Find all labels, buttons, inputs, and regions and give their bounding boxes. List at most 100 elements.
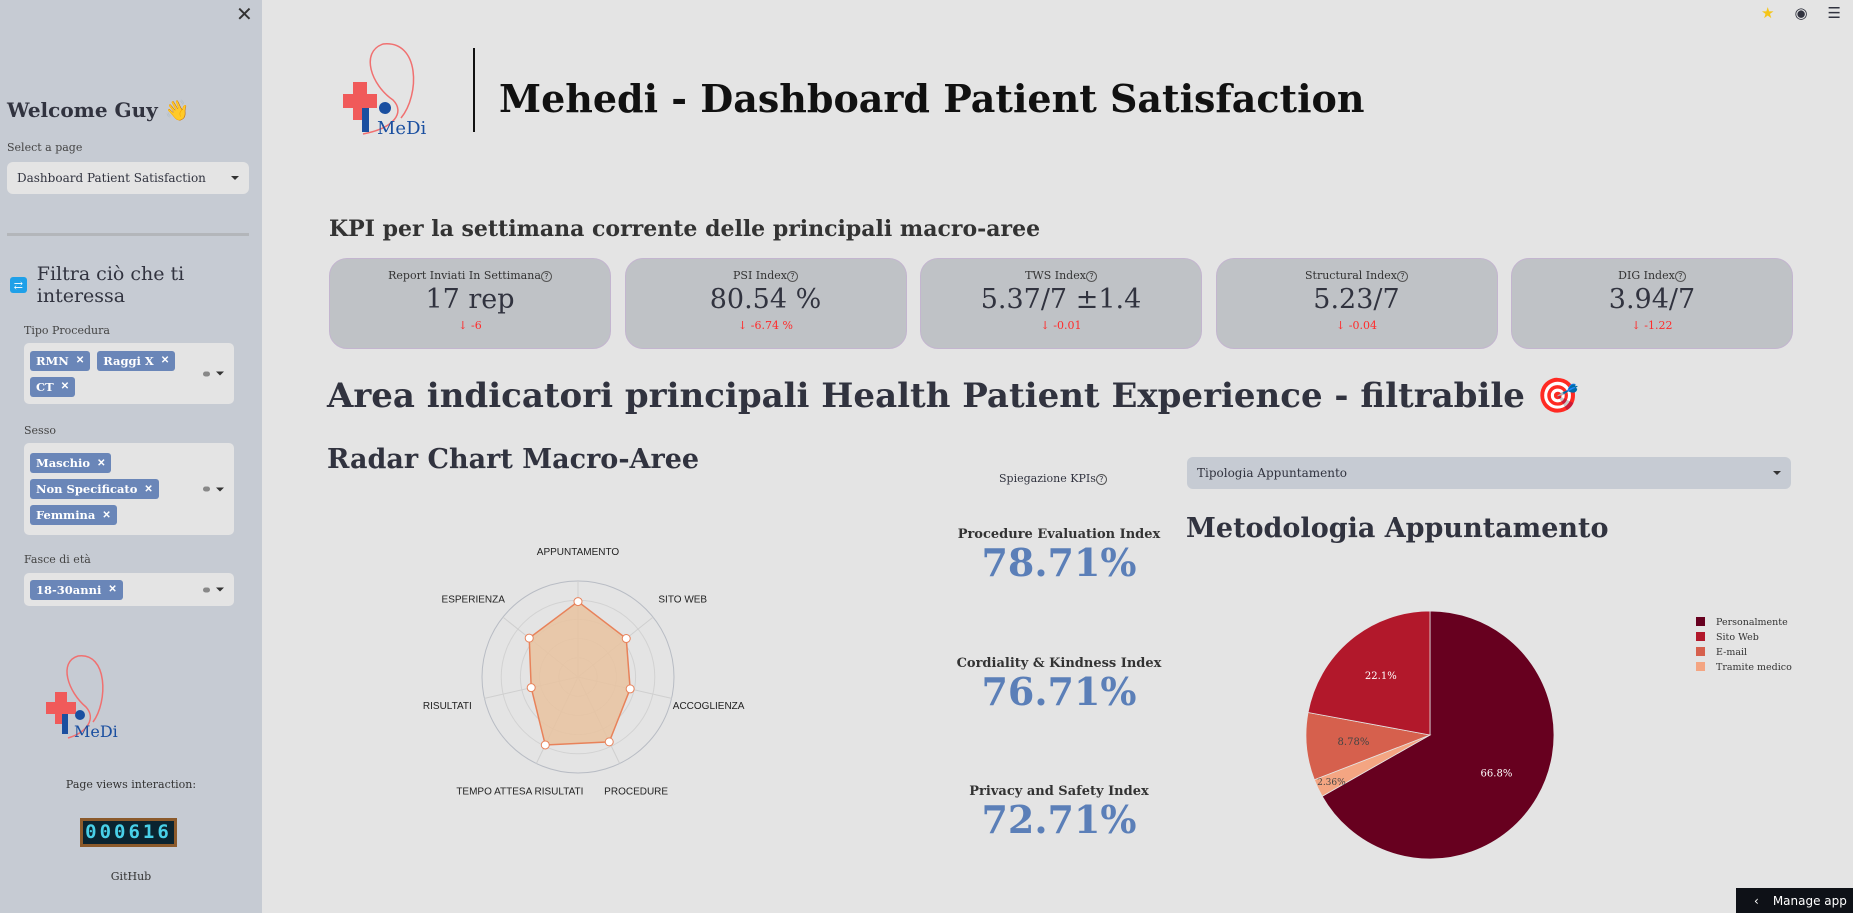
tag-label: Non Specificato xyxy=(36,482,138,496)
kpi-card: PSI Index? 80.54 % ↓ -6.74 % xyxy=(624,258,907,349)
tag-label: Maschio xyxy=(36,456,91,470)
kpi-value: 17 rep xyxy=(425,284,515,315)
arrow-down-icon: ↓ xyxy=(738,319,751,332)
kpi-card: DIG Index? 3.94/7 ↓ -1.22 xyxy=(1511,258,1793,349)
kpi-delta-value: -1.22 xyxy=(1644,319,1673,332)
filter-multiselect[interactable]: RMN ✕ Raggi X ✕ CT ✕ xyxy=(24,343,234,404)
radar-axis-label: APPUNTAMENTO xyxy=(537,547,620,558)
arrow-down-icon: ↓ xyxy=(458,319,471,332)
radar-point xyxy=(526,683,536,693)
kpi-label: DIG Index xyxy=(1618,269,1675,282)
pie-slice-label: 8.78% xyxy=(1338,737,1370,748)
header-divider xyxy=(473,48,475,132)
filter-multiselect[interactable]: Maschio ✕ Non Specificato ✕ Femmina ✕ xyxy=(24,443,234,535)
star-icon[interactable]: ★ xyxy=(1761,4,1775,22)
clear-icon[interactable] xyxy=(203,486,210,492)
filter-tag[interactable]: Raggi X ✕ xyxy=(97,350,176,371)
kpi-delta: ↓ -6.74 % xyxy=(626,319,906,332)
chevron-down-icon xyxy=(231,176,239,180)
metodologia-heading: Metodologia Appuntamento xyxy=(1186,513,1609,544)
help-icon[interactable]: ? xyxy=(540,270,552,282)
kpi-explanation[interactable]: Spiegazione KPIs? xyxy=(999,472,1107,485)
pie-slice xyxy=(1307,610,1431,736)
svg-text:MeDi: MeDi xyxy=(74,722,118,741)
filter-tag[interactable]: Femmina ✕ xyxy=(30,505,117,525)
page-views-label: Page views interaction: xyxy=(65,778,197,791)
filter-tag[interactable]: Maschio ✕ xyxy=(30,453,112,473)
kpi-delta-value: -6 xyxy=(471,319,482,332)
filter-tag[interactable]: 18-30anni ✕ xyxy=(30,579,123,600)
kpi-heading: KPI per la settimana corrente delle prin… xyxy=(329,216,1041,242)
remove-tag-icon[interactable]: ✕ xyxy=(108,584,117,595)
filter-label: Sesso xyxy=(24,424,56,437)
radar-axis-label: RISULTATI xyxy=(423,701,472,712)
chevron-down-icon[interactable] xyxy=(216,487,224,491)
chevron-down-icon xyxy=(1773,471,1781,475)
tipologia-select[interactable]: Tipologia Appuntamento xyxy=(1187,457,1791,489)
kpi-value: 5.37/7 ±1.4 xyxy=(980,284,1142,315)
radar-axis-label: TEMPO ATTESA RISULTATI xyxy=(456,787,583,798)
remove-tag-icon[interactable]: ✕ xyxy=(97,457,106,469)
clear-icon[interactable] xyxy=(203,587,210,592)
index-block: Cordiality & Kindness Index 76.71% xyxy=(929,656,1189,713)
tag-label: 18-30anni xyxy=(36,582,102,597)
index-block: Privacy and Safety Index 72.71% xyxy=(929,784,1189,841)
kpi-delta: ↓ -6 xyxy=(330,319,610,332)
select-page-label: Select a page xyxy=(7,141,83,154)
radar-point xyxy=(621,634,631,644)
logo-text: MeDi xyxy=(377,118,427,138)
index-label: Procedure Evaluation Index xyxy=(957,527,1161,542)
page-select-value: Dashboard Patient Satisfaction xyxy=(17,171,206,185)
legend-label: Personalmente xyxy=(1716,617,1788,628)
remove-tag-icon[interactable]: ✕ xyxy=(160,355,170,366)
help-icon[interactable]: ? xyxy=(1095,473,1107,485)
divider xyxy=(7,233,249,236)
remove-tag-icon[interactable]: ✕ xyxy=(144,483,153,495)
arrow-down-icon: ↓ xyxy=(1336,319,1349,332)
page-select[interactable]: Dashboard Patient Satisfaction xyxy=(7,162,249,194)
radar-point xyxy=(524,633,534,643)
tag-label: Femmina xyxy=(36,508,96,522)
filter-tag[interactable]: CT ✕ xyxy=(30,376,76,397)
legend-label: Sito Web xyxy=(1716,632,1759,643)
pie-slice xyxy=(1321,610,1555,860)
radar-point xyxy=(604,737,614,747)
radar-axis-label: ESPERIENZA xyxy=(442,594,506,605)
pie-slice-label: 22.1% xyxy=(1365,671,1397,682)
filter-heading-text: Filtra ciò che ti interessa xyxy=(36,263,185,307)
github-icon[interactable]: ◉ xyxy=(1794,4,1808,22)
filter-multiselect[interactable]: 18-30anni ✕ xyxy=(24,573,234,606)
pie-slice-label: 2.36% xyxy=(1317,778,1346,788)
github-link[interactable]: GitHub xyxy=(110,870,152,883)
help-icon[interactable]: ? xyxy=(1674,270,1686,282)
page-title: Mehedi - Dashboard Patient Satisfaction xyxy=(499,76,1365,121)
remove-tag-icon[interactable]: ✕ xyxy=(102,509,111,521)
kpi-delta-value: -0.04 xyxy=(1348,319,1377,332)
arrow-down-icon: ↓ xyxy=(1631,319,1645,332)
kpi-label: PSI Index xyxy=(733,269,787,282)
kpi-label: Structural Index xyxy=(1305,269,1397,282)
legend-label: E-mail xyxy=(1716,647,1747,658)
menu-icon[interactable]: ☰ xyxy=(1827,4,1841,22)
help-icon[interactable]: ? xyxy=(786,270,798,282)
filter-tag[interactable]: Non Specificato ✕ xyxy=(30,479,159,499)
medi-logo: MeDi xyxy=(46,655,118,741)
close-icon[interactable]: ✕ xyxy=(236,2,253,26)
help-icon[interactable]: ? xyxy=(1085,270,1097,282)
repeat-icon: ⇄ xyxy=(10,277,27,293)
chevron-down-icon[interactable] xyxy=(216,371,224,376)
kpi-card: Report Inviati In Settimana? 17 rep ↓ -6 xyxy=(329,258,611,349)
help-icon[interactable]: ? xyxy=(1396,270,1408,282)
chevron-down-icon[interactable] xyxy=(216,587,224,592)
kpi-card: TWS Index? 5.37/7 ±1.4 ↓ -0.01 xyxy=(920,258,1202,349)
radar-axis-label: ACCOGLIENZA xyxy=(673,701,745,712)
kpi-value: 80.54 % xyxy=(709,284,822,315)
remove-tag-icon[interactable]: ✕ xyxy=(60,381,70,392)
remove-tag-icon[interactable]: ✕ xyxy=(75,355,85,366)
top-toolbar: ★ ◉ ☰ xyxy=(1761,4,1841,22)
kpi-label: TWS Index xyxy=(1025,269,1086,282)
legend-swatch xyxy=(1696,617,1705,626)
clear-icon[interactable] xyxy=(203,371,210,376)
filter-tag[interactable]: RMN ✕ xyxy=(30,350,91,371)
manage-app-button[interactable]: ‹ Manage app xyxy=(1736,888,1853,913)
